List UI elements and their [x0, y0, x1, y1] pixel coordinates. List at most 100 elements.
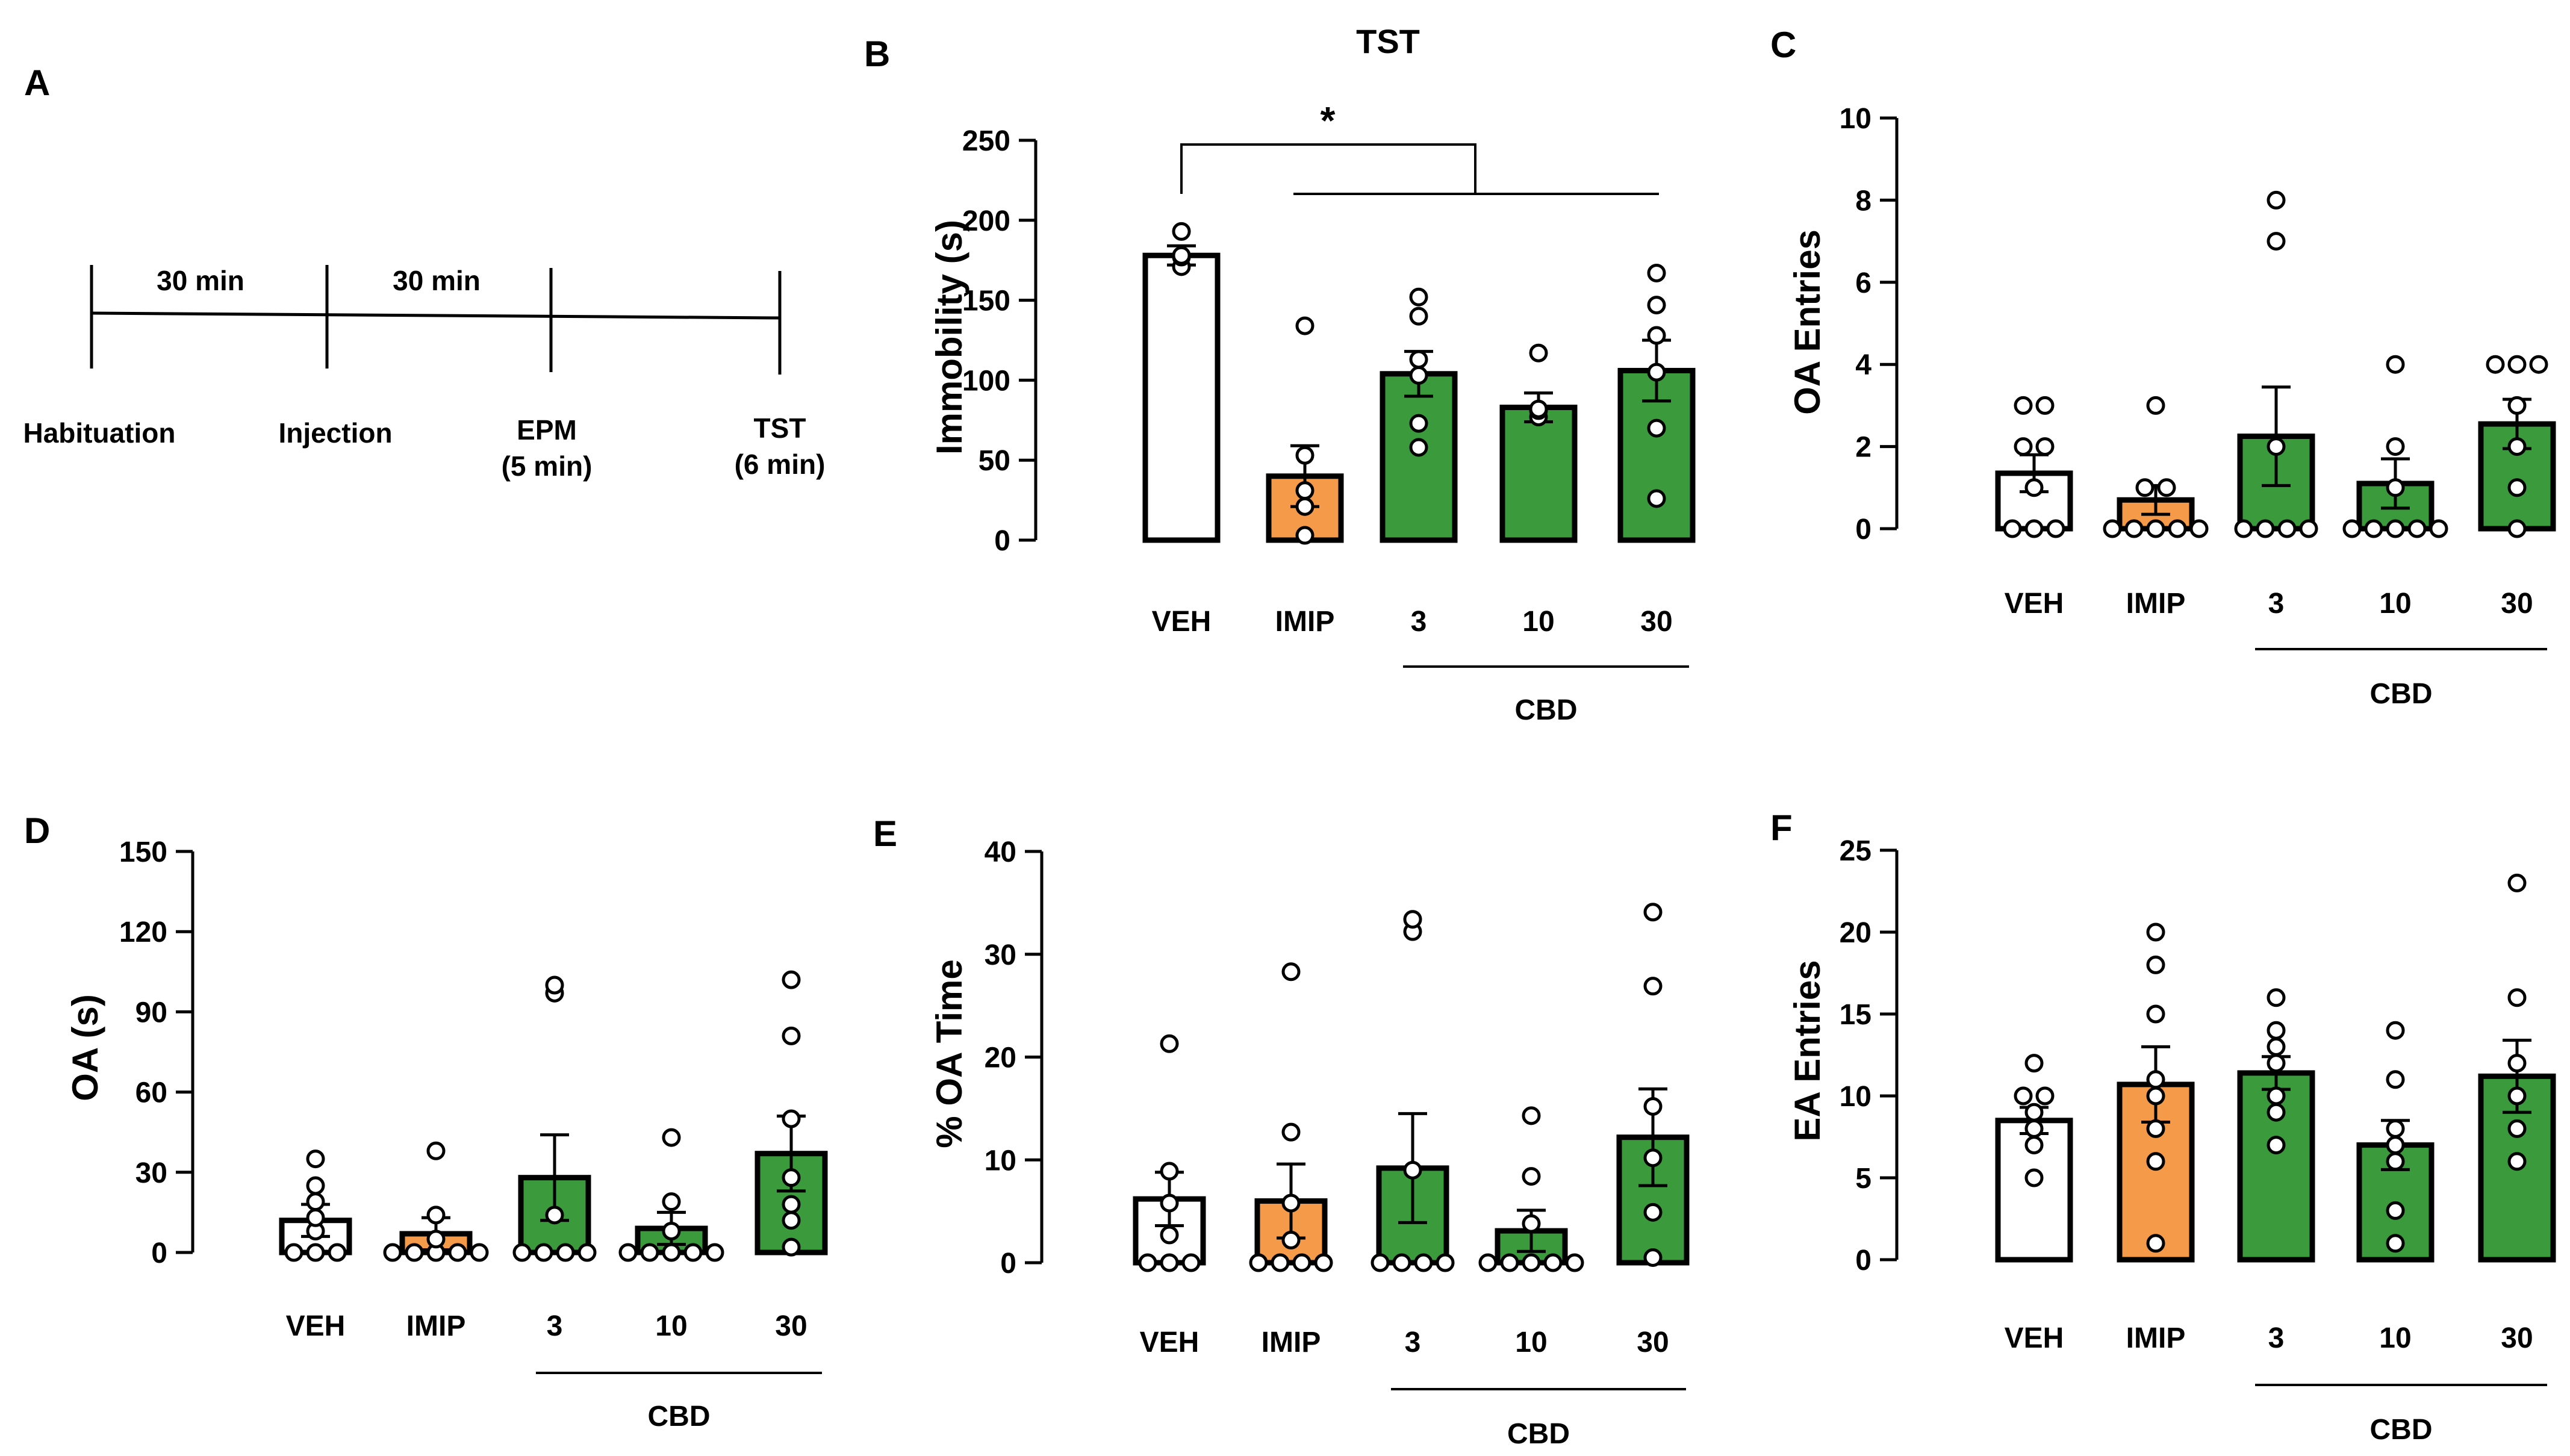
panel-b-data-point [1409, 414, 1428, 433]
panel-e-plot: 0 10 20 30 40 VEH IMIP 3 10 30 CBD [985, 836, 1690, 1450]
panel-b-x-tick-label: 10 [1522, 606, 1554, 638]
panel-f-data-point [2267, 1021, 2286, 1040]
panel-c-data-point [2299, 519, 2318, 538]
panel-e-x-tick-label: IMIP [1262, 1327, 1321, 1358]
panel-c-data-point [2429, 519, 2448, 538]
panel-f-data-point [2146, 955, 2165, 974]
panel-c-x-tick-label: IMIP [2126, 588, 2186, 620]
panel-d-data-point [426, 1230, 446, 1249]
panel-e-x-tick-label: 30 [1637, 1327, 1669, 1358]
panel-f-data-point [2507, 1119, 2527, 1138]
panel-b-data-point [1529, 399, 1548, 418]
panel-d-y-tick-label: 60 [135, 1077, 167, 1109]
panel-c-data-point [2146, 519, 2165, 538]
panel-d-data-point [782, 1237, 801, 1257]
panel-c-y-axis-label: OA Entries [1787, 229, 1828, 415]
panel-e-y-axis-label: % OA Time [929, 959, 969, 1148]
panel-c-chart: C OA Entries 0 2 4 6 8 10 VEH IMIP 3 10 30 CBD [1770, 25, 2556, 710]
panel-e-group-label: CBD [1507, 1418, 1570, 1450]
panel-d-data-point [782, 1195, 801, 1214]
panel-b-bar [1380, 371, 1458, 543]
panel-f-data-point [2386, 1152, 2405, 1171]
interval-label-2: 30 min [393, 265, 481, 296]
panel-e-data-point [1478, 1253, 1498, 1272]
panel-f-data-point [2267, 1086, 2286, 1106]
panel-d-data-point [577, 1243, 597, 1262]
panel-d-data-point [705, 1243, 724, 1262]
panel-c-x-tick-label: VEH [2005, 588, 2064, 620]
panel-b-data-point [1295, 497, 1315, 516]
panel-c-data-point [2386, 355, 2405, 374]
panel-b-bar [1142, 252, 1221, 543]
panel-d-data-point [448, 1243, 467, 1262]
step-label-epm-duration: (5 min) [502, 450, 593, 482]
panel-e-x-tick-label: 3 [1405, 1327, 1421, 1358]
panel-d-x-tick-label: 3 [547, 1310, 563, 1342]
panel-f-x-tick-label: IMIP [2126, 1322, 2186, 1354]
panel-f-data-point [2146, 1119, 2165, 1138]
panel-e-data-point [1543, 1253, 1563, 1272]
panel-c-data-point [2189, 519, 2209, 538]
step-label-tst: TST [754, 412, 806, 444]
panel-b-data-point [1295, 481, 1315, 500]
panel-e-data-point [1522, 1214, 1541, 1233]
panel-b-bar [1499, 405, 1578, 543]
panel-f-y-tick-label: 15 [1840, 999, 1871, 1031]
panel-c-y-tick-label: 0 [1855, 514, 1871, 546]
panel-e-data-point [1271, 1253, 1290, 1272]
interval-label-1: 30 min [157, 265, 244, 296]
panel-e-data-point [1643, 1148, 1663, 1168]
panel-b-y-tick-label: 250 [962, 125, 1010, 157]
panel-d-data-point [534, 1243, 553, 1262]
panel-c-x-tick-label: 3 [2268, 588, 2285, 620]
panel-b-group-label: CBD [1515, 694, 1578, 726]
panel-f-data-point [2146, 1152, 2165, 1171]
panel-d-data-point [618, 1243, 638, 1262]
step-label-injection: Injection [278, 417, 392, 449]
panel-c-x-tick-label: 30 [2501, 588, 2533, 620]
panel-e-data-point [1281, 1230, 1301, 1249]
panel-d-group-label: CBD [648, 1401, 711, 1433]
panel-f-data-point [2146, 1004, 2165, 1024]
panel-c-data-point [2014, 396, 2033, 415]
panel-c-data-point [2168, 519, 2187, 538]
panel-d-data-point [782, 970, 801, 989]
panel-e-data-point [1160, 1253, 1179, 1272]
panel-e-data-point [1403, 1160, 1422, 1180]
panel-c-data-point [2035, 396, 2055, 415]
panel-b-letter: B [864, 34, 890, 74]
panel-f-data-point [2386, 1119, 2405, 1138]
panel-d-x-tick-label: 10 [655, 1310, 687, 1342]
panel-f-y-tick-label: 5 [1855, 1163, 1871, 1195]
panel-d-data-point [782, 1109, 801, 1128]
panel-c-data-point [2342, 519, 2362, 538]
step-label-tst-duration: (6 min) [735, 449, 826, 480]
panel-e-data-point [1565, 1253, 1584, 1272]
panel-e-data-point [1643, 1097, 1663, 1116]
panel-f-letter: F [1770, 807, 1793, 848]
panel-c-data-point [2157, 478, 2176, 497]
panel-c-data-point [2024, 478, 2044, 497]
panel-f-data-point [2386, 1136, 2405, 1155]
panel-b-data-point [1409, 306, 1428, 326]
panel-d-data-point [284, 1243, 303, 1262]
panel-e-data-point [1160, 1034, 1179, 1053]
panel-e-data-point [1522, 1253, 1541, 1272]
panel-e-y-tick-label: 30 [985, 939, 1016, 971]
panel-f-data-point [2386, 1070, 2405, 1089]
panel-f-data-point [2267, 1037, 2286, 1056]
panel-e-data-point [1138, 1253, 1157, 1272]
panel-d-chart: D OA (s) 0 30 60 90 120 150 VEH IMIP 3 10 30 CBD [24, 810, 828, 1433]
panel-f-data-point [2146, 922, 2165, 942]
panel-e-data-point [1500, 1253, 1519, 1272]
panel-c-data-point [2507, 437, 2527, 456]
panel-e-data-point [1281, 962, 1301, 982]
panel-d-y-tick-label: 150 [119, 836, 167, 868]
panel-c-data-point [2256, 519, 2275, 538]
panel-e-data-point [1181, 1253, 1201, 1272]
panel-f-x-tick-label: 10 [2379, 1322, 2411, 1354]
panel-d-data-point [545, 975, 564, 995]
panel-e-data-point [1281, 1193, 1301, 1213]
panel-b-y-tick-label: 100 [962, 365, 1010, 397]
panel-b-data-point [1295, 526, 1315, 545]
